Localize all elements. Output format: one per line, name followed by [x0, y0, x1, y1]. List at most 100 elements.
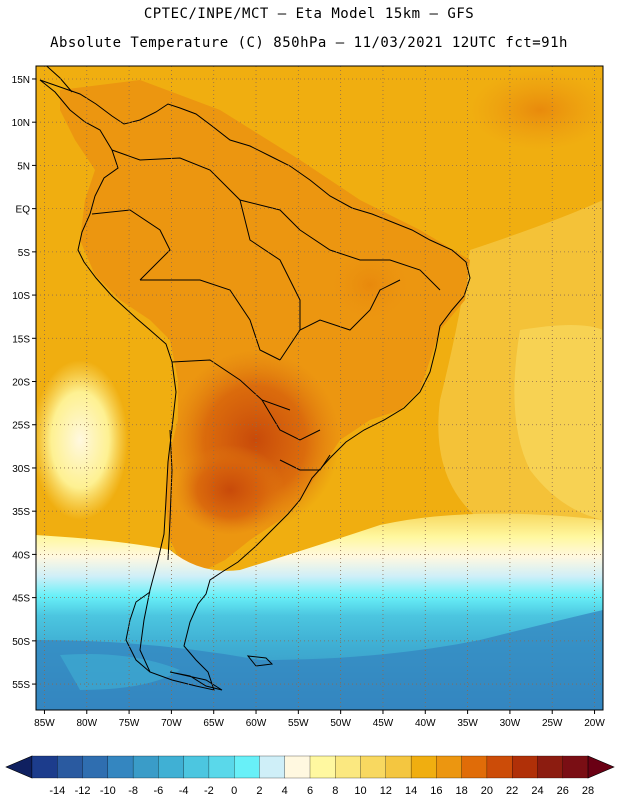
lat-tick-label: 50S	[12, 637, 30, 648]
lat-tick-label: 40S	[12, 550, 30, 561]
colorbar-low-arrow	[5, 755, 33, 779]
colorbar-swatch	[259, 755, 286, 779]
lon-tick-label: 85W	[34, 718, 55, 729]
colorbar-label: 2	[256, 785, 262, 797]
colorbar-label: -12	[75, 785, 91, 797]
lon-tick-label: 30W	[500, 718, 521, 729]
colorbar-swatch	[309, 755, 336, 779]
lon-tick-label: 50W	[330, 718, 351, 729]
longitude-axis: 85W 80W 75W 70W 65W 60W 55W 50W 45W 40W 35W 30W 25W 2…	[34, 710, 605, 729]
colorbar-swatch	[208, 755, 235, 779]
border-brazil-central	[239, 199, 301, 330]
colorbar-swatch	[461, 755, 488, 779]
central-america-coast	[45, 66, 73, 93]
lat-tick-label: EQ	[16, 205, 31, 216]
lat-tick-label: 10S	[12, 291, 30, 302]
lon-tick-label: 70W	[161, 718, 182, 729]
tierra-del-fuego	[169, 671, 223, 691]
lon-tick-label: 55W	[288, 718, 309, 729]
lat-tick-label: 45S	[12, 594, 30, 605]
colorbar-label: -14	[49, 785, 65, 797]
lat-tick-label: 15S	[12, 334, 30, 345]
north-atlantic-hot-patch	[470, 70, 603, 150]
colorbar-label: 0	[231, 785, 237, 797]
map-title: CPTEC/INPE/MCT — Eta Model 15km — GFS	[143, 6, 475, 22]
coastlines	[39, 66, 471, 691]
colorbar-label: 14	[405, 785, 417, 797]
lon-tick-label: 20W	[584, 718, 605, 729]
colorbar-label: 8	[332, 785, 338, 797]
colorbar-label: 16	[430, 785, 442, 797]
lat-tick-label: 55S	[12, 680, 30, 691]
colorbar-swatch	[132, 755, 159, 779]
heat-core-south	[175, 445, 285, 535]
lon-tick-label: 40W	[415, 718, 436, 729]
colorbar-swatch	[183, 755, 210, 779]
lon-tick-label: 45W	[373, 718, 394, 729]
colorbar-swatch	[436, 755, 463, 779]
lon-tick-label: 35W	[457, 718, 478, 729]
colorbar-swatch	[486, 755, 513, 779]
colorbar-swatch	[82, 755, 109, 779]
continent-warm-field	[60, 80, 470, 570]
lon-tick-label: 25W	[542, 718, 563, 729]
colorbar-label: 12	[380, 785, 392, 797]
northeast-brazil-hot-patch	[325, 245, 415, 325]
border-bolivia-argentina	[171, 359, 291, 411]
lat-tick-label: 5S	[18, 248, 31, 259]
plot-frame	[35, 65, 604, 711]
pacific-cool-patch	[36, 360, 128, 520]
colorbar-label: 20	[481, 785, 493, 797]
border-uruguay	[279, 454, 331, 471]
colorbar-swatch	[107, 755, 134, 779]
colorbar-label: 4	[282, 785, 288, 797]
colorbar-label: 6	[307, 785, 313, 797]
colorbar-swatch	[512, 755, 538, 779]
chile-fjords	[125, 591, 151, 673]
colorbar-swatch	[537, 755, 564, 779]
colorbar-swatch	[234, 755, 260, 779]
colorbar-label: -4	[179, 785, 189, 797]
lat-tick-label: 10N	[12, 118, 30, 129]
atlantic-mild-band	[514, 325, 603, 520]
lat-tick-label: 20S	[12, 378, 30, 389]
colorbar-swatch	[410, 755, 437, 779]
lon-tick-label: 80W	[76, 718, 97, 729]
colorbar-swatch	[385, 755, 412, 779]
falklands	[246, 655, 274, 667]
lon-tick-label: 65W	[203, 718, 224, 729]
colorbar-label: -2	[204, 785, 214, 797]
graticule	[36, 66, 603, 710]
southern-coldest-field	[36, 610, 603, 710]
colorbar-label: 10	[354, 785, 366, 797]
colorbar-swatch	[284, 755, 311, 779]
border-chile-argentina	[167, 429, 173, 561]
lat-tick-label: 35S	[12, 507, 30, 518]
colorbar-swatch	[31, 755, 58, 779]
border-peru-brazil	[140, 279, 281, 361]
colorbar-swatch	[335, 755, 361, 779]
colorbar-label: 26	[557, 785, 569, 797]
lat-tick-label: 30S	[12, 464, 30, 475]
colorbar-swatch	[360, 755, 387, 779]
lon-tick-label: 75W	[119, 718, 140, 729]
colorbar-swatch	[562, 755, 589, 779]
border-ecuador-peru	[91, 209, 171, 281]
latitude-axis: 15N 10N 5N EQ 5S 10S 15S 20S 25S 30S 35S 40S 45S 50S 5…	[12, 75, 36, 691]
lat-tick-label: 15N	[12, 75, 30, 86]
map-subtitle: Absolute Temperature (C) 850hPa — 11/03/…	[50, 35, 568, 51]
border-brazil-north	[299, 229, 441, 291]
colorbar-label: -10	[100, 785, 116, 797]
south-america-coastline	[39, 79, 471, 691]
colorbar-high-arrow	[587, 755, 615, 779]
lat-tick-label: 5N	[17, 161, 30, 172]
border-colombia-venezuela	[111, 149, 301, 231]
colorbar-label: 28	[582, 785, 594, 797]
colorbar: -14 -12 -10 -8 -6 -4 -2 0 2 4 6 8 10 12 14 16 18 20 22 24 26…	[5, 755, 615, 797]
lon-tick-label: 60W	[246, 718, 267, 729]
border-paraguay	[261, 399, 321, 441]
colorbar-label: -6	[153, 785, 163, 797]
colorbar-label: 18	[456, 785, 468, 797]
colorbar-label: -8	[128, 785, 138, 797]
